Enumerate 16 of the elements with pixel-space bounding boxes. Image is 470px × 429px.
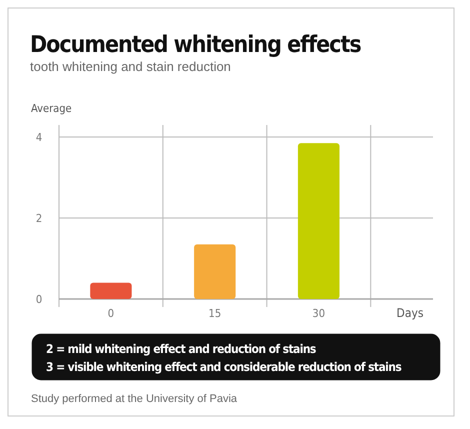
y-axis-title: Average <box>31 102 72 115</box>
bar <box>90 282 132 299</box>
x-tick-label: 30 <box>312 307 326 320</box>
chart-subtitle: tooth whitening and stain reduction <box>30 59 231 74</box>
chart-title: Documented whitening effects <box>30 32 362 58</box>
text: 2 = mild whitening effect and reduction of stains <box>46 342 316 356</box>
x-axis-title: Days <box>396 306 424 320</box>
y-tick-label: 2 <box>36 212 42 225</box>
text: 3 = visible whitening effect and considerable reduction of stains <box>46 360 402 374</box>
x-tick-label: 15 <box>208 307 222 320</box>
text: Study performed at the University of Pavia <box>31 393 238 405</box>
bar <box>298 143 340 299</box>
x-tick-label: 0 <box>108 307 114 320</box>
y-tick-label: 0 <box>36 292 42 306</box>
bar <box>194 244 236 299</box>
y-tick-label: 4 <box>36 130 42 144</box>
